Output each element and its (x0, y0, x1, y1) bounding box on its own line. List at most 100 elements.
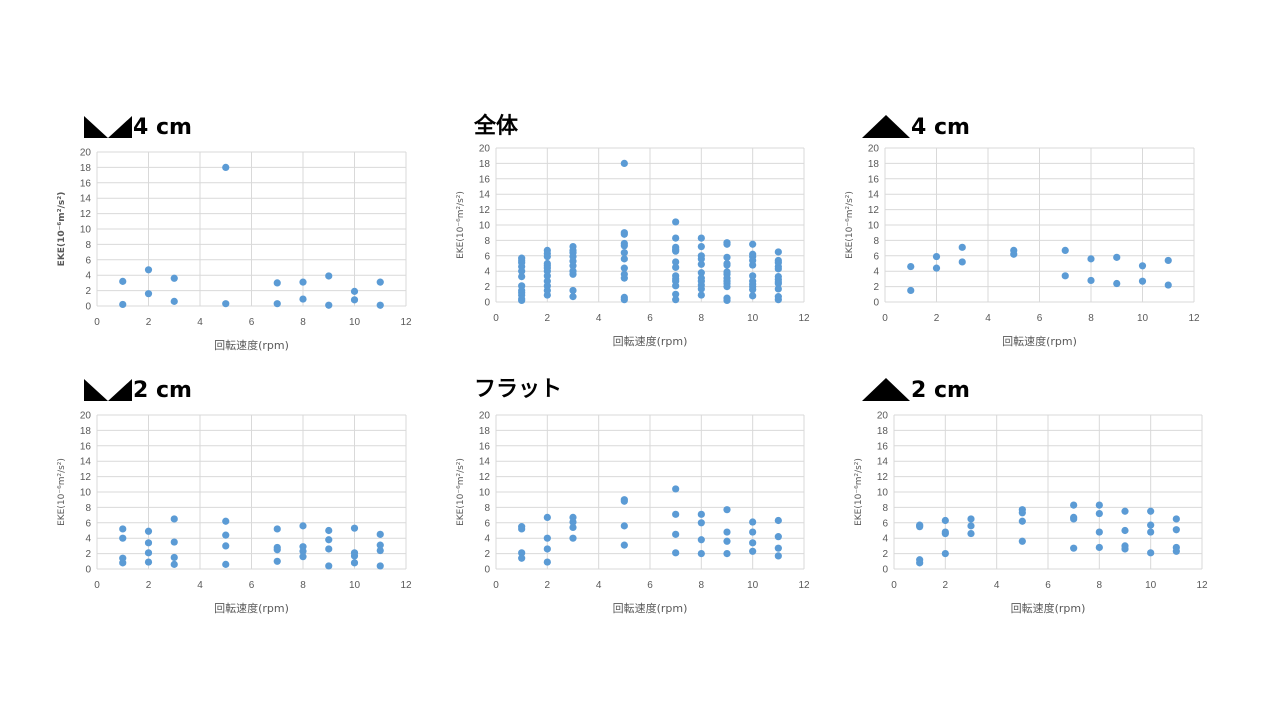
x-tick-label: 2 (545, 580, 551, 591)
data-point (1164, 256, 1172, 265)
y-tick-label: 12 (479, 205, 491, 216)
data-point (723, 240, 731, 248)
data-point (941, 550, 949, 558)
data-point (774, 279, 782, 288)
y-tick-label: 0 (882, 565, 888, 576)
x-tick-label: 6 (647, 580, 653, 591)
data-point (376, 546, 384, 555)
x-tick-label: 12 (400, 580, 412, 591)
data-point (273, 279, 281, 287)
x-tick-label: 8 (1097, 580, 1103, 591)
y-tick-label: 6 (484, 251, 490, 262)
data-point (723, 550, 731, 558)
x-tick-label: 4 (596, 313, 602, 324)
data-point (325, 272, 333, 280)
y-tick-label: 16 (479, 441, 491, 452)
data-point (697, 260, 705, 268)
data-point (1070, 515, 1078, 523)
data-point (1095, 543, 1103, 552)
x-tick-label: 6 (647, 313, 653, 324)
data-point (1070, 501, 1078, 509)
y-tick-label: 4 (873, 267, 879, 278)
y-tick-label: 16 (80, 441, 92, 452)
data-point (1095, 501, 1103, 509)
data-point (620, 541, 628, 549)
data-point (932, 264, 941, 272)
y-tick-label: 18 (479, 159, 491, 170)
y-tick-label: 6 (85, 518, 91, 529)
data-point (299, 522, 307, 530)
x-tick-label: 8 (300, 580, 306, 591)
chart-panel-1: 4 cm 0 2 4 6 8 10 12 14 16 18 20 0 2 4 6 8 10 12 回転速度(rpm) E… (57, 115, 412, 352)
data-point (774, 552, 782, 560)
data-point (620, 274, 628, 282)
data-point (350, 524, 359, 532)
data-point (543, 252, 551, 261)
x-tick-label: 0 (882, 313, 888, 324)
x-tick-label: 2 (934, 313, 940, 324)
chart-title: 4 cm (911, 115, 970, 140)
data-point (518, 549, 526, 557)
data-point (144, 266, 153, 274)
data-point (1087, 276, 1095, 285)
triangle-left-icon (84, 116, 108, 138)
y-tick-label: 0 (484, 298, 490, 309)
y-tick-label: 16 (877, 441, 889, 452)
y-axis-label: EKE(10⁻⁶m²/s²) (456, 191, 466, 259)
data-point (376, 530, 384, 538)
y-tick-label: 0 (85, 302, 91, 313)
y-tick-label: 10 (80, 488, 92, 499)
data-point (144, 290, 153, 298)
x-tick-label: 12 (1196, 580, 1208, 591)
data-point (569, 523, 577, 532)
data-point (119, 300, 127, 309)
y-tick-label: 8 (484, 236, 490, 247)
x-tick-label: 12 (1188, 313, 1200, 324)
y-tick-label: 12 (479, 472, 491, 483)
y-tick-label: 8 (873, 236, 879, 247)
data-point (170, 274, 178, 282)
y-tick-label: 2 (484, 282, 490, 293)
data-point (518, 554, 526, 562)
y-tick-label: 6 (484, 518, 490, 529)
y-tick-label: 14 (80, 194, 92, 205)
data-point (697, 285, 705, 293)
data-point (1018, 517, 1026, 525)
data-point (170, 515, 178, 523)
data-point (620, 230, 628, 238)
data-point (119, 525, 127, 533)
x-tick-label: 2 (146, 317, 152, 328)
data-point (569, 286, 577, 295)
y-tick-label: 4 (484, 534, 490, 545)
chart-title: フラット (474, 377, 562, 402)
data-point (1147, 521, 1155, 529)
chart-title: 全体 (473, 113, 519, 139)
data-point (907, 286, 915, 295)
data-point (620, 296, 628, 304)
data-point (1121, 526, 1129, 535)
data-point (350, 552, 359, 560)
triangle-icon (862, 115, 910, 138)
data-point (697, 255, 705, 263)
data-point (916, 559, 924, 567)
data-point (350, 296, 359, 304)
y-tick-label: 4 (85, 534, 91, 545)
data-point (672, 258, 680, 266)
data-point (1172, 547, 1180, 555)
data-point (620, 255, 628, 263)
data-point (376, 541, 384, 549)
data-point (723, 253, 731, 261)
data-point (518, 525, 526, 533)
data-point (1070, 544, 1078, 552)
data-point (1147, 528, 1155, 536)
y-tick-label: 2 (85, 286, 91, 297)
data-point (170, 538, 178, 546)
y-tick-label: 20 (479, 144, 491, 155)
data-point (299, 278, 307, 286)
y-tick-label: 10 (479, 221, 491, 232)
y-tick-label: 18 (868, 159, 880, 170)
data-point (144, 549, 153, 557)
data-point (1138, 262, 1147, 270)
data-point (749, 261, 757, 269)
data-point (299, 547, 307, 555)
